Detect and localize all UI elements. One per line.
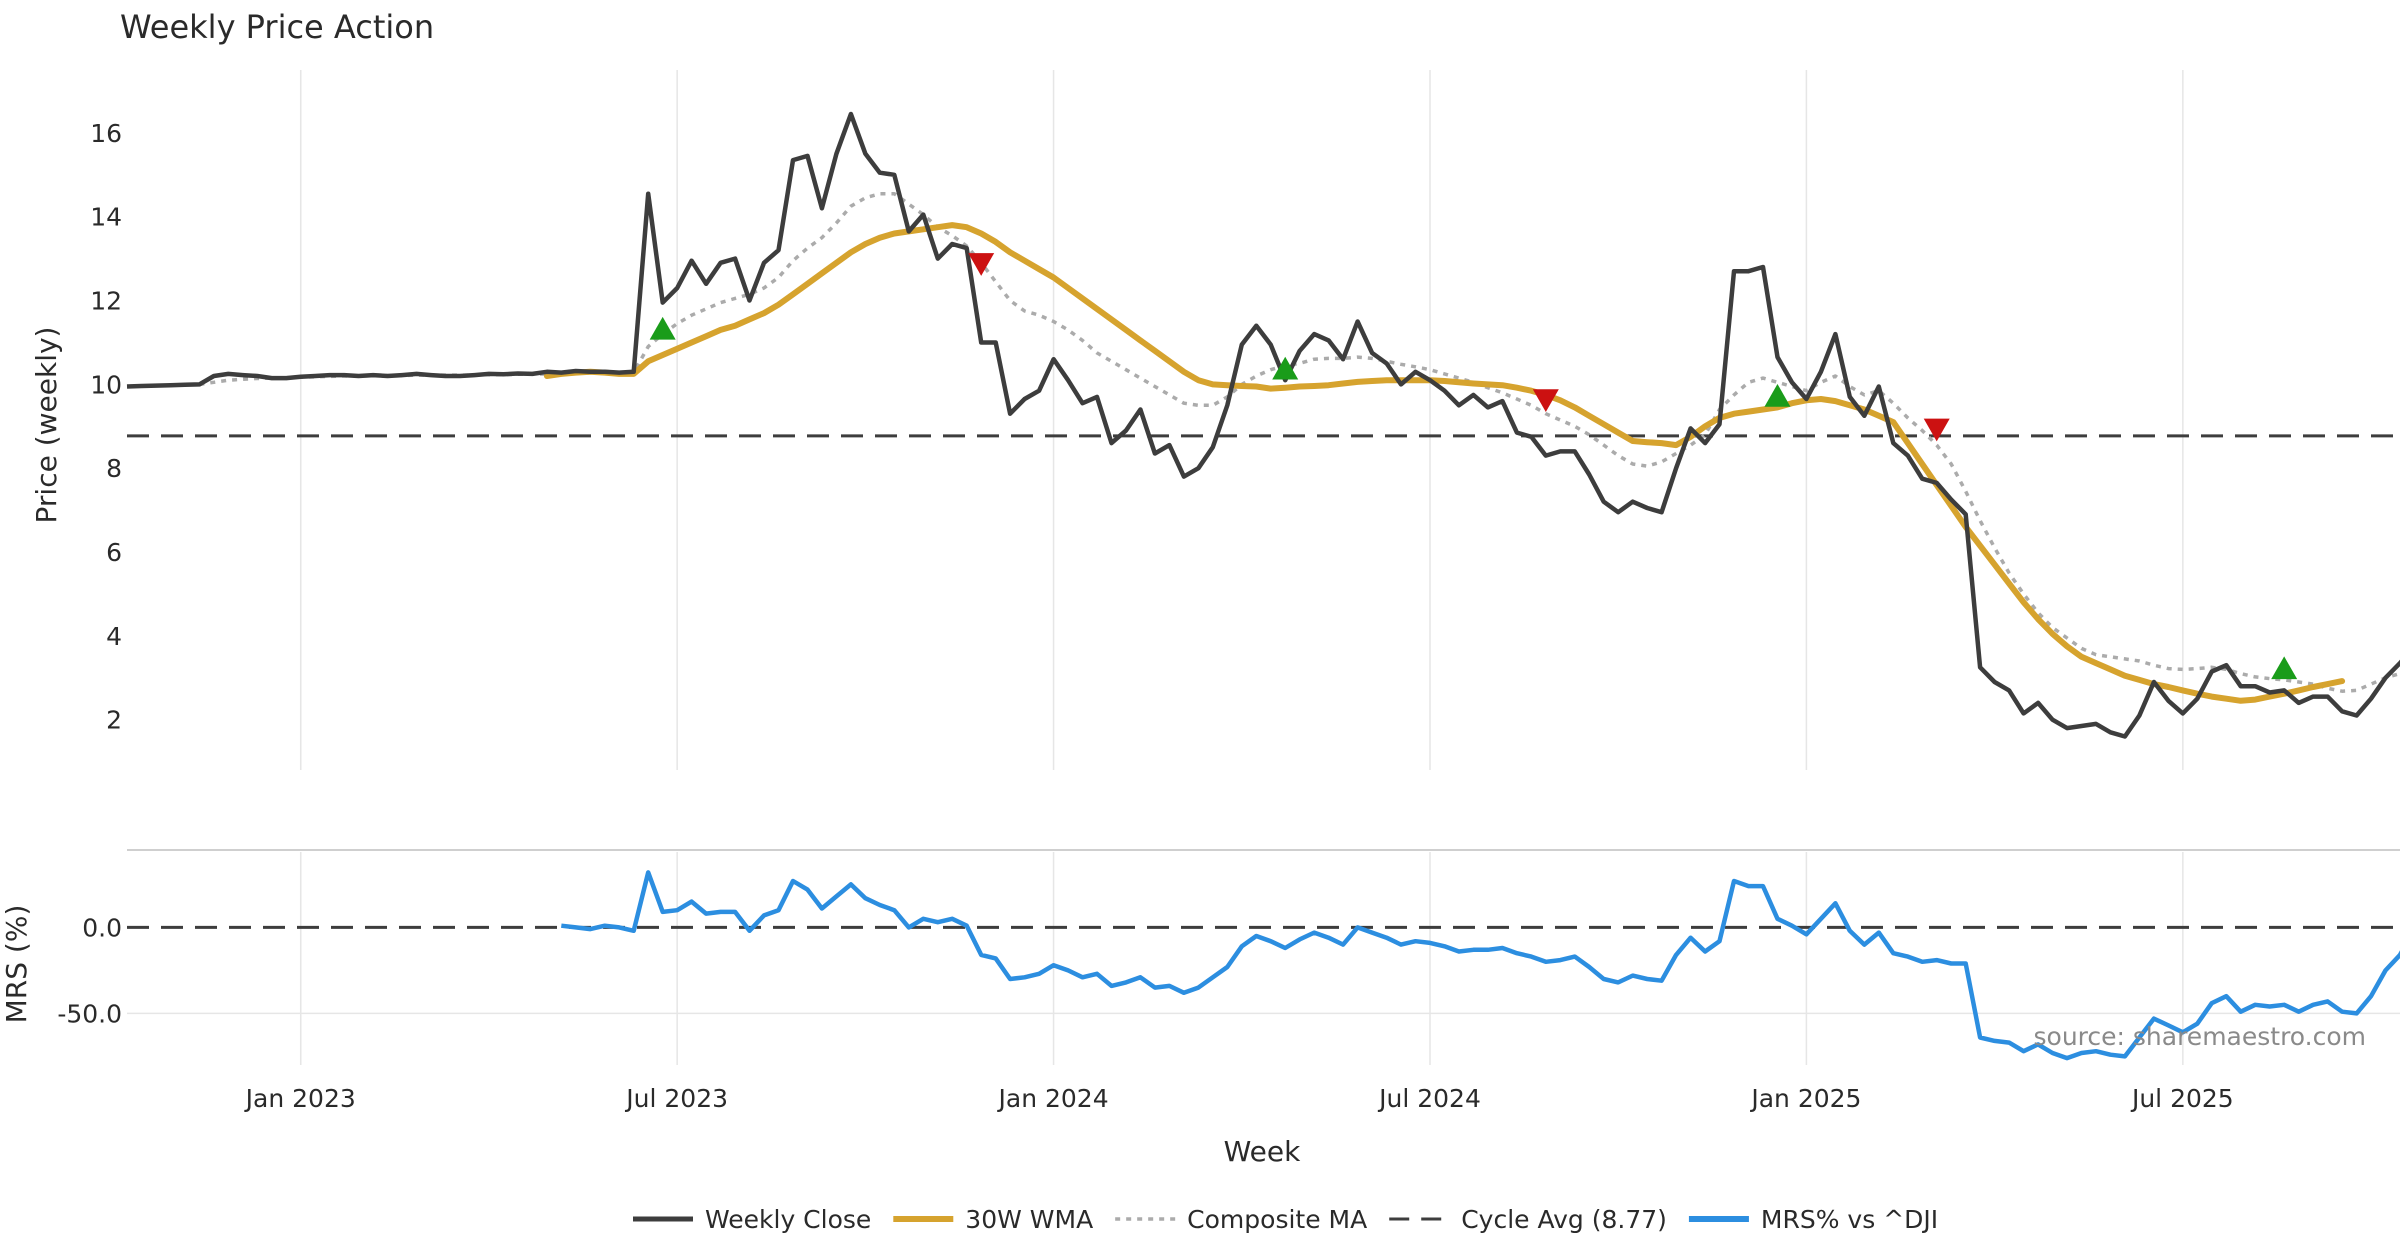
mrs-y-tick-label: 0.0: [82, 913, 122, 942]
mrs-y-axis-label: MRS (%): [0, 905, 33, 1024]
buy-signal-marker: [2271, 656, 2298, 680]
mrs-y-ticks: 0.0 -50.0: [57, 913, 122, 1028]
x-tick-label: Jan 2025: [1749, 1084, 1861, 1113]
x-tick-label: Jul 2023: [624, 1084, 728, 1113]
signal-markers: [649, 253, 2298, 680]
price-y-ticks: 2 4 6 8 10 12 14 16: [90, 119, 122, 735]
price-grid: [299, 70, 2184, 770]
x-tick-label: Jul 2024: [1377, 1084, 1481, 1113]
buy-signal-marker: [1764, 383, 1791, 407]
price-series-group: [126, 111, 2400, 739]
price-y-tick-label: 14: [90, 203, 122, 232]
legend: Weekly Close 30W WMA Composite MA Cycle Avg…: [633, 1205, 1938, 1234]
price-y-tick-label: 4: [106, 622, 122, 651]
sell-signal-marker: [968, 253, 995, 276]
x-tick-label: Jan 2023: [244, 1084, 356, 1113]
buy-signal-marker: [649, 316, 676, 340]
price-y-tick-label: 8: [106, 454, 122, 483]
price-y-tick-label: 12: [90, 287, 122, 316]
chart-title: Weekly Price Action: [120, 8, 434, 46]
x-axis-label: Week: [1224, 1135, 1301, 1168]
price-y-tick-label: 10: [90, 370, 122, 399]
legend-label: Composite MA: [1187, 1205, 1367, 1234]
legend-label: Weekly Close: [705, 1205, 871, 1234]
x-ticks: Jan 2023 Jul 2023 Jan 2024 Jul 2024 Jan 2025…: [244, 1084, 2234, 1113]
price-y-tick-label: 2: [106, 706, 122, 735]
price-y-axis-label: Price (weekly): [30, 327, 63, 524]
legend-label: Cycle Avg (8.77): [1461, 1205, 1667, 1234]
buy-signal-marker: [1272, 356, 1299, 380]
sell-signal-marker: [1532, 389, 1559, 413]
price-y-tick-label: 6: [106, 538, 122, 567]
mrs-y-tick-label: -50.0: [57, 999, 122, 1028]
weekly-close-line: [126, 111, 2400, 739]
mrs-line: [561, 870, 2400, 1061]
x-tick-label: Jul 2025: [2130, 1084, 2234, 1113]
price-y-tick-label: 16: [90, 119, 122, 148]
mrs-series-group: [127, 870, 2400, 1061]
wma-30w-line: [543, 222, 2346, 704]
watermark: source: sharemaestro.com: [2034, 1022, 2367, 1051]
x-tick-label: Jan 2024: [997, 1084, 1109, 1113]
mrs-grid: [127, 852, 2400, 1065]
legend-label: 30W WMA: [965, 1205, 1093, 1234]
composite-ma-line: [199, 191, 2400, 693]
sell-signal-marker: [1923, 418, 1950, 442]
legend-label: MRS% vs ^DJI: [1761, 1205, 1938, 1234]
